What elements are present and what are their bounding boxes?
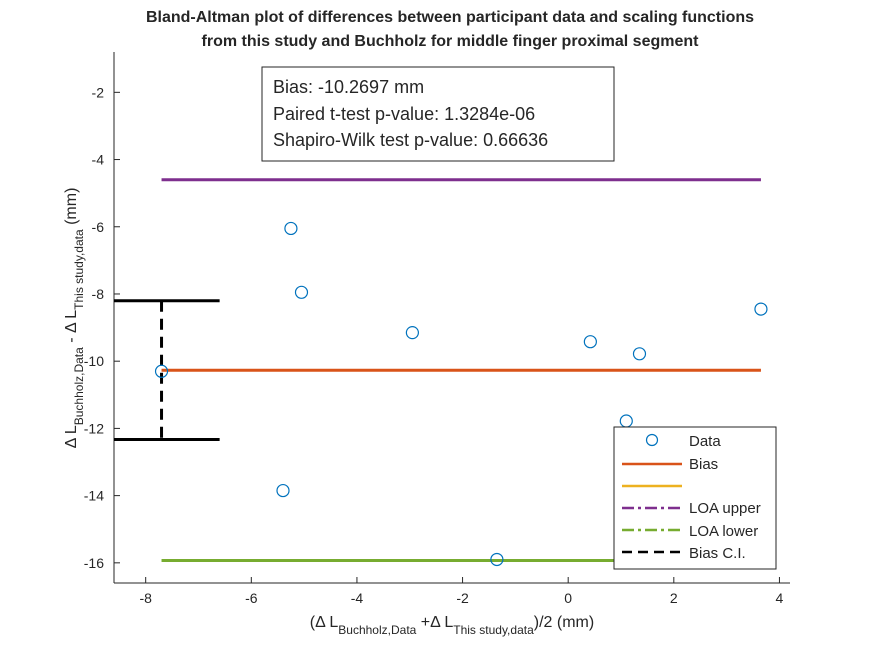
- x-tick-label: 0: [564, 590, 572, 606]
- y-label-suffix: (mm): [63, 188, 80, 230]
- annotation-box: [261, 66, 615, 162]
- chart-title-line-1: Bland-Altman plot of differences between…: [146, 9, 754, 26]
- data-point: [405, 326, 419, 340]
- data-point: [632, 347, 647, 361]
- y-tick-label: -8: [92, 286, 105, 302]
- y-axis-label: Δ LBuchholz,Data - Δ LThis study,data (m…: [63, 188, 86, 449]
- legend-label-bias: Bias: [689, 456, 718, 473]
- x-tick-label: 4: [776, 590, 784, 606]
- y-tick-label: -14: [84, 488, 104, 504]
- x-label-prefix: (Δ L: [310, 614, 339, 631]
- y-tick-label: -2: [92, 84, 105, 100]
- data-point: [619, 414, 633, 428]
- data-point: [294, 285, 309, 299]
- chart-title-line-2: from this study and Buchholz for middle …: [202, 33, 700, 50]
- x-tick-label: -6: [245, 590, 258, 606]
- x-tick-label: -2: [456, 590, 469, 606]
- data-points: [154, 221, 768, 567]
- y-tick-label: -4: [92, 152, 105, 168]
- data-point: [284, 221, 298, 236]
- annotation-bias: Bias: -10.2697 mm: [273, 77, 424, 97]
- y-label-mid: - Δ L: [63, 310, 80, 347]
- x-tick-label: 2: [670, 590, 678, 606]
- y-tick-label: -16: [84, 555, 104, 571]
- data-point: [583, 335, 597, 349]
- stats-annotation: Bias: -10.2697 mm Paired t-test p-value:…: [261, 66, 615, 162]
- y-tick-label: -12: [84, 420, 104, 436]
- annotation-shapiro: Shapiro-Wilk test p-value: 0.66636: [273, 130, 548, 150]
- legend-label-loa-upper: LOA upper: [689, 500, 761, 517]
- legend: Data Bias LOA upper LOA lower Bias C.I.: [613, 426, 777, 570]
- legend-label-ci: Bias C.I.: [689, 545, 746, 562]
- x-label-sub1: Buchholz,Data: [338, 623, 416, 637]
- y-tick-label: -10: [84, 353, 104, 369]
- y-label-sub2: This study,data: [72, 229, 86, 310]
- x-tick-label: -4: [351, 590, 364, 606]
- data-point: [154, 364, 169, 378]
- y-label-sub1: Buchholz,Data: [72, 347, 86, 425]
- x-label-mid: +Δ L: [416, 614, 453, 631]
- x-label-suffix: )/2 (mm): [534, 614, 594, 631]
- legend-label-loa-lower: LOA lower: [689, 523, 758, 540]
- axis-ticks: -8 -6 -4 -2 0 2 4 -2 -4 -6 -8 -10 -12 -14 -16: [84, 84, 784, 606]
- data-point: [490, 552, 504, 567]
- legend-data-marker: [645, 433, 659, 447]
- y-label-prefix: Δ L: [63, 425, 80, 448]
- y-tick-label: -6: [92, 219, 105, 235]
- legend-label-data: Data: [689, 433, 721, 450]
- data-point: [754, 302, 768, 316]
- data-point: [276, 483, 290, 498]
- x-label-sub2: This study,data: [453, 623, 534, 637]
- x-axis-label: (Δ LBuchholz,Data +Δ LThis study,data)/2…: [310, 614, 594, 637]
- x-tick-label: -8: [139, 590, 152, 606]
- legend-box: [613, 426, 777, 570]
- annotation-ttest: Paired t-test p-value: 1.3284e-06: [273, 104, 535, 124]
